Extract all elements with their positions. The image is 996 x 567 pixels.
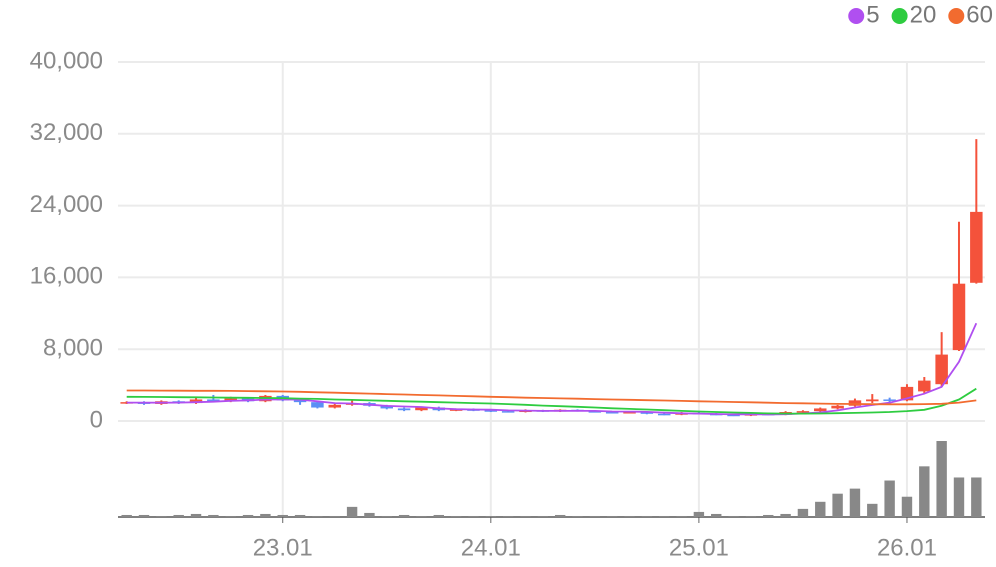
candle-body xyxy=(397,408,411,411)
volume-bar xyxy=(260,513,271,517)
volume-bar xyxy=(190,513,202,517)
candle-body xyxy=(814,408,827,412)
volume-bar xyxy=(225,515,236,517)
volume-bar xyxy=(381,515,392,517)
legend-label: 20 xyxy=(910,1,937,28)
volume-bar xyxy=(121,514,132,517)
candle-body xyxy=(970,211,983,283)
volume-bar xyxy=(797,508,809,517)
volume-bar xyxy=(745,515,757,517)
candle-body xyxy=(189,399,203,404)
candle-body xyxy=(831,405,844,409)
x-tick-label: 25.01 xyxy=(669,534,729,561)
volume-bar xyxy=(329,515,340,517)
candle-body xyxy=(623,412,636,414)
volume-bar xyxy=(849,488,861,517)
volume-bar xyxy=(693,511,705,517)
volume-bar xyxy=(364,512,375,517)
candle-body xyxy=(501,411,515,413)
volume-bar xyxy=(173,514,184,517)
volume-bar xyxy=(624,515,635,517)
x-tick-label: 26.01 xyxy=(877,534,937,561)
volume-bar xyxy=(589,515,601,517)
volume-bar xyxy=(156,515,167,517)
volume-bar xyxy=(953,477,965,517)
volume-bar xyxy=(450,515,462,517)
volume-bar xyxy=(346,506,358,517)
volume-bar xyxy=(919,466,930,517)
volume-bar xyxy=(520,515,531,517)
candle-body xyxy=(328,404,341,408)
candle-body xyxy=(640,412,654,414)
volume-bar xyxy=(901,496,913,517)
y-tick-label: 16,000 xyxy=(30,263,103,290)
x-tick-label: 24.01 xyxy=(461,534,521,561)
volume-bar xyxy=(659,515,670,517)
volume-bar xyxy=(138,514,150,517)
volume-bar xyxy=(572,515,583,517)
volume-bar xyxy=(676,515,687,517)
candle-body xyxy=(657,413,671,416)
volume-bar xyxy=(780,513,791,517)
volume-bar xyxy=(763,514,774,517)
volume-bar xyxy=(867,503,878,517)
volume-bar xyxy=(711,513,722,517)
candle-body xyxy=(311,402,324,408)
candle-body xyxy=(935,354,948,385)
y-tick-label: 32,000 xyxy=(30,119,103,146)
volume-bar xyxy=(398,514,410,517)
y-tick-label: 8,000 xyxy=(43,335,103,362)
candle-body xyxy=(484,410,498,412)
volume-bar xyxy=(971,477,982,517)
ma-line xyxy=(126,387,977,415)
candle-body xyxy=(415,407,428,411)
candle-body xyxy=(727,414,740,417)
candle-body xyxy=(380,405,394,409)
candle-body xyxy=(120,402,133,404)
volume-bar xyxy=(433,514,444,517)
candle-body xyxy=(883,399,896,401)
volume-bar xyxy=(606,515,618,517)
volume-bar xyxy=(312,515,323,517)
legend-swatch xyxy=(891,8,908,24)
ma-line xyxy=(126,322,978,416)
volume-bar xyxy=(294,514,306,517)
legend-swatch xyxy=(848,8,865,24)
candle-body xyxy=(293,400,307,403)
volume-bar xyxy=(277,514,288,517)
volume-bar xyxy=(936,441,947,517)
legend-label: 5 xyxy=(866,1,879,28)
volume-bar xyxy=(485,515,497,517)
candle-body xyxy=(866,399,879,402)
candle-body xyxy=(796,411,810,413)
volume-bar xyxy=(815,501,826,517)
ma-line xyxy=(126,389,977,406)
volume-bar xyxy=(554,514,566,517)
candle-body xyxy=(588,411,602,413)
volume-bar xyxy=(641,515,653,517)
volume-bar xyxy=(208,514,219,517)
volume-bar xyxy=(832,493,843,517)
volume-bar xyxy=(502,515,514,517)
volume-bar xyxy=(537,515,549,517)
volume-bar xyxy=(416,515,427,517)
volume-bar xyxy=(884,480,895,517)
candle-body xyxy=(848,400,862,406)
x-tick-label: 23.01 xyxy=(253,534,313,561)
candle-body xyxy=(918,380,931,392)
y-tick-label: 24,000 xyxy=(30,191,103,218)
y-tick-label: 40,000 xyxy=(30,47,103,74)
volume-bar xyxy=(242,514,254,517)
candle-body xyxy=(605,412,619,414)
y-tick-label: 0 xyxy=(90,406,103,433)
candle-body xyxy=(207,399,220,402)
volume-bar xyxy=(468,515,479,517)
candle-body xyxy=(952,283,966,351)
legend-swatch xyxy=(948,8,965,24)
legend-label: 60 xyxy=(966,1,993,28)
volume-bar xyxy=(728,515,739,517)
